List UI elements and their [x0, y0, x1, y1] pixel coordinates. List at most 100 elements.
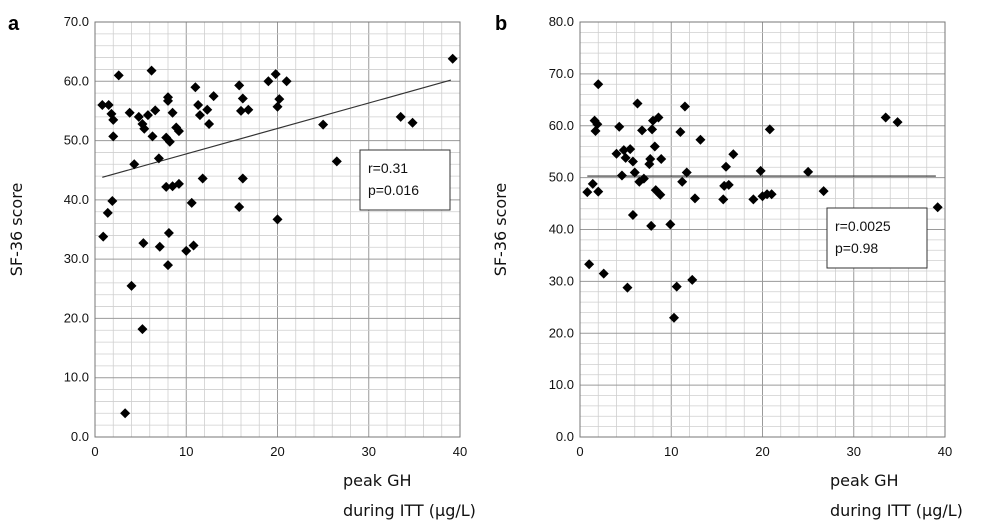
y-tick-label: 20.0 — [549, 325, 574, 340]
data-point — [593, 79, 604, 90]
y-tick-label: 50.0 — [64, 133, 89, 148]
x-tick-label: 30 — [362, 444, 376, 459]
data-point — [679, 101, 690, 112]
data-point — [154, 241, 165, 252]
data-point — [723, 179, 734, 190]
y-tick-label: 30.0 — [549, 273, 574, 288]
x-axis-title-line: during ITT (µg/L) — [830, 501, 963, 520]
data-point — [718, 194, 729, 205]
data-point — [137, 118, 148, 129]
data-point — [668, 312, 679, 323]
data-point — [126, 280, 137, 291]
data-point — [102, 207, 113, 218]
data-point — [649, 141, 660, 152]
plot-frame — [94, 21, 461, 438]
data-point — [190, 82, 201, 93]
data-point — [243, 104, 254, 115]
data-point — [625, 144, 636, 155]
data-point — [653, 112, 664, 123]
data-point — [97, 100, 108, 110]
data-point — [147, 131, 158, 142]
y-tick-label: 70.0 — [549, 66, 574, 81]
annotation-box — [826, 207, 928, 269]
data-point — [627, 209, 638, 220]
data-point — [728, 149, 739, 160]
annotation-text: r=0.0025 — [835, 218, 891, 234]
chart-panel-a: 0.0 10.0 20.0 30.0 40.0 50.0 60.0 70.0 0 10 20 30 40… — [7, 13, 476, 520]
data-point — [113, 70, 124, 81]
data-point — [629, 167, 640, 178]
panel-label: a — [8, 13, 20, 35]
data-point — [129, 159, 140, 170]
y-tick-label: 60.0 — [64, 73, 89, 88]
data-point — [689, 193, 700, 204]
data-point — [593, 186, 604, 197]
data-point — [627, 156, 638, 167]
y-tick-label: 40.0 — [64, 192, 89, 207]
data-point — [270, 69, 281, 80]
data-point — [892, 117, 903, 128]
annotation-box — [359, 149, 451, 211]
data-point — [748, 194, 759, 205]
data-point — [687, 274, 698, 285]
data-point — [582, 187, 593, 198]
stats-annotation: r=0.31 p=0.016 — [359, 149, 451, 211]
data-point — [173, 126, 184, 137]
data-point — [186, 197, 197, 208]
data-point — [272, 101, 283, 112]
x-tick-label: 10 — [179, 444, 193, 459]
data-point — [108, 131, 119, 142]
x-axis-title-line: during ITT (µg/L) — [343, 501, 476, 520]
data-point — [638, 173, 649, 184]
y-tick-label: 80.0 — [549, 14, 574, 29]
data-point — [139, 123, 150, 134]
data-point — [675, 126, 686, 137]
data-point — [202, 104, 213, 115]
data-point — [611, 148, 622, 159]
data-point — [263, 76, 274, 87]
data-point — [645, 153, 656, 164]
data-point — [614, 121, 625, 132]
data-point — [622, 282, 633, 293]
data-point — [766, 189, 777, 200]
data-point — [237, 173, 248, 184]
data-point — [237, 93, 248, 104]
data-point — [98, 231, 109, 242]
y-tick-label: 0.0 — [556, 429, 574, 444]
data-point — [647, 124, 658, 135]
data-point — [616, 170, 627, 181]
data-point — [120, 408, 131, 419]
x-tick-label: 30 — [847, 444, 861, 459]
data-point — [272, 214, 283, 225]
data-point — [188, 240, 199, 251]
data-point — [142, 110, 153, 121]
data-point — [618, 145, 629, 156]
data-point — [592, 119, 603, 130]
data-point — [164, 136, 175, 147]
x-tick-label: 0 — [576, 444, 583, 459]
data-point — [181, 245, 192, 256]
data-point — [818, 186, 829, 197]
data-point — [721, 161, 731, 172]
data-point — [646, 220, 657, 231]
data-point — [138, 238, 149, 249]
data-point — [107, 196, 118, 207]
data-point — [637, 125, 648, 136]
data-point — [281, 76, 292, 87]
panel-label: b — [495, 13, 507, 35]
data-point — [163, 228, 174, 239]
y-tick-label: 0.0 — [71, 429, 89, 444]
data-point — [161, 181, 172, 192]
data-point — [755, 165, 766, 176]
x-tick-label: 20 — [755, 444, 769, 459]
data-point — [665, 219, 676, 230]
x-tick-label: 40 — [938, 444, 952, 459]
data-point — [803, 166, 814, 177]
data-point — [677, 176, 688, 187]
data-point — [598, 268, 609, 279]
data-point — [103, 100, 114, 110]
data-point — [587, 178, 598, 189]
data-point — [197, 173, 208, 184]
data-point — [204, 118, 215, 129]
